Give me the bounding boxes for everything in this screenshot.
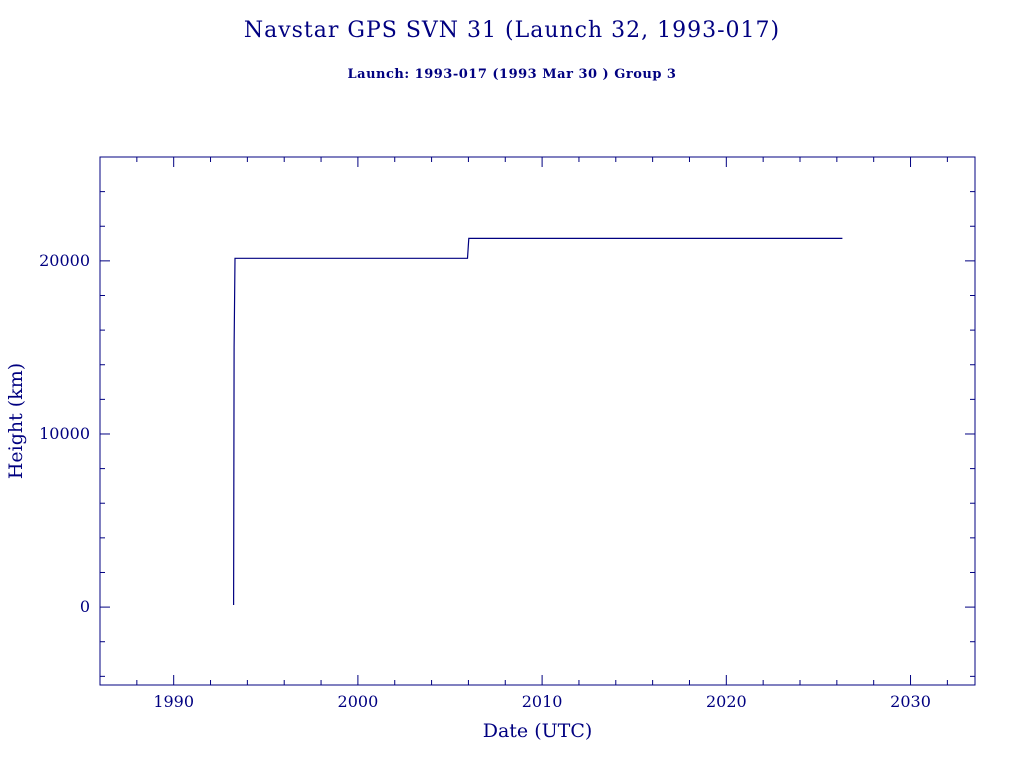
x-tick-label: 1990: [153, 692, 194, 711]
x-tick-label: 2020: [706, 692, 747, 711]
series-line-height-km: [233, 237, 843, 606]
y-axis-label: Height (km): [5, 363, 27, 479]
axis-frame: [99, 156, 976, 686]
chart-title: Navstar GPS SVN 31 (Launch 32, 1993-017): [243, 18, 781, 43]
y-tick-label: 10000: [39, 424, 90, 443]
x-tick-label: 2010: [522, 692, 563, 711]
x-axis-label: Date (UTC): [483, 720, 593, 742]
x-tick-label: 2030: [890, 692, 931, 711]
y-tick-label: 0: [80, 597, 90, 616]
y-tick-label: 20000: [39, 251, 90, 270]
chart-subtitle: Launch: 1993-017 (1993 Mar 30 ) Group 3: [347, 67, 677, 82]
x-tick-label: 2000: [338, 692, 379, 711]
